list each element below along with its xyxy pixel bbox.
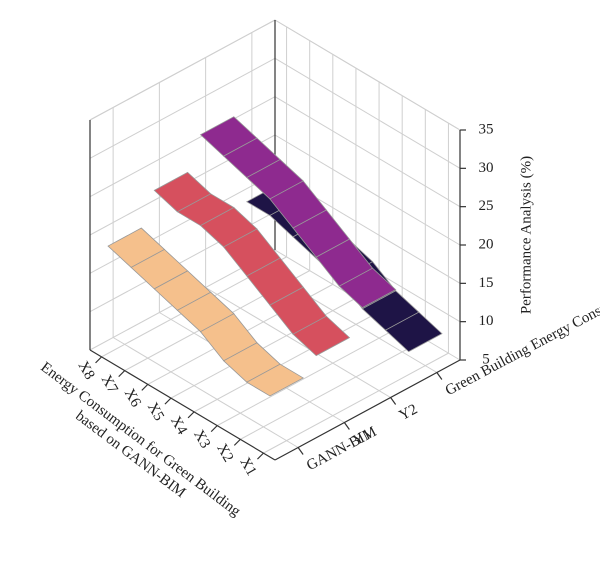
grid-line xyxy=(89,96,276,198)
x-tick xyxy=(233,438,241,446)
ribbon-segment xyxy=(245,363,305,397)
x-tick-label: X6 xyxy=(121,386,144,410)
x-tick xyxy=(257,452,264,460)
x-tick xyxy=(164,397,172,405)
grid-line xyxy=(274,134,461,246)
grid-line xyxy=(89,19,276,121)
series-label: Y1 xyxy=(350,426,374,449)
grid-line xyxy=(240,338,426,440)
x-tick-label: X3 xyxy=(190,427,213,451)
z-tick-label: 25 xyxy=(479,198,494,214)
x-tick xyxy=(210,425,218,433)
ribbon-segment xyxy=(384,311,443,353)
z-tick-label: 5 xyxy=(482,351,490,367)
depth-tick xyxy=(297,447,304,455)
grid-line xyxy=(274,19,461,131)
x-tick xyxy=(141,383,149,391)
grid-line xyxy=(112,337,299,448)
ribbon-segment xyxy=(338,267,397,309)
x-tick-label: X1 xyxy=(236,455,259,479)
x-axis-title: Energy Consumption for Green Building xyxy=(37,359,243,520)
depth-axis xyxy=(274,359,461,461)
x-tick-label: X7 xyxy=(98,372,121,396)
x-tick-label: X4 xyxy=(167,414,190,438)
x-tick-label: X8 xyxy=(75,359,98,383)
depth-tick xyxy=(436,372,443,380)
z-tick-label: 20 xyxy=(479,236,494,252)
z-tick-label: 35 xyxy=(479,121,494,137)
x-tick-label: X5 xyxy=(144,400,167,424)
x-tick-label: X2 xyxy=(213,441,236,465)
grid-line xyxy=(274,57,461,169)
grid-line xyxy=(263,352,449,454)
x-axis xyxy=(89,349,276,461)
x-tick xyxy=(187,411,195,419)
z-tick-label: 10 xyxy=(479,313,494,329)
grid-line xyxy=(205,287,391,398)
grid-line xyxy=(216,325,403,427)
z-tick-label: 15 xyxy=(479,275,494,291)
grid-line xyxy=(193,311,380,413)
series-label: Y2 xyxy=(397,401,421,424)
ribbon-segment xyxy=(292,315,351,357)
x-tick xyxy=(95,356,102,364)
x-tick xyxy=(118,370,126,378)
depth-tick xyxy=(343,422,350,430)
grid-line xyxy=(274,96,461,208)
z-axis-title: Performance Analysis (%) xyxy=(518,156,534,314)
z-tick-label: 30 xyxy=(479,160,494,176)
depth-tick xyxy=(390,397,397,405)
grid-line xyxy=(89,57,276,159)
